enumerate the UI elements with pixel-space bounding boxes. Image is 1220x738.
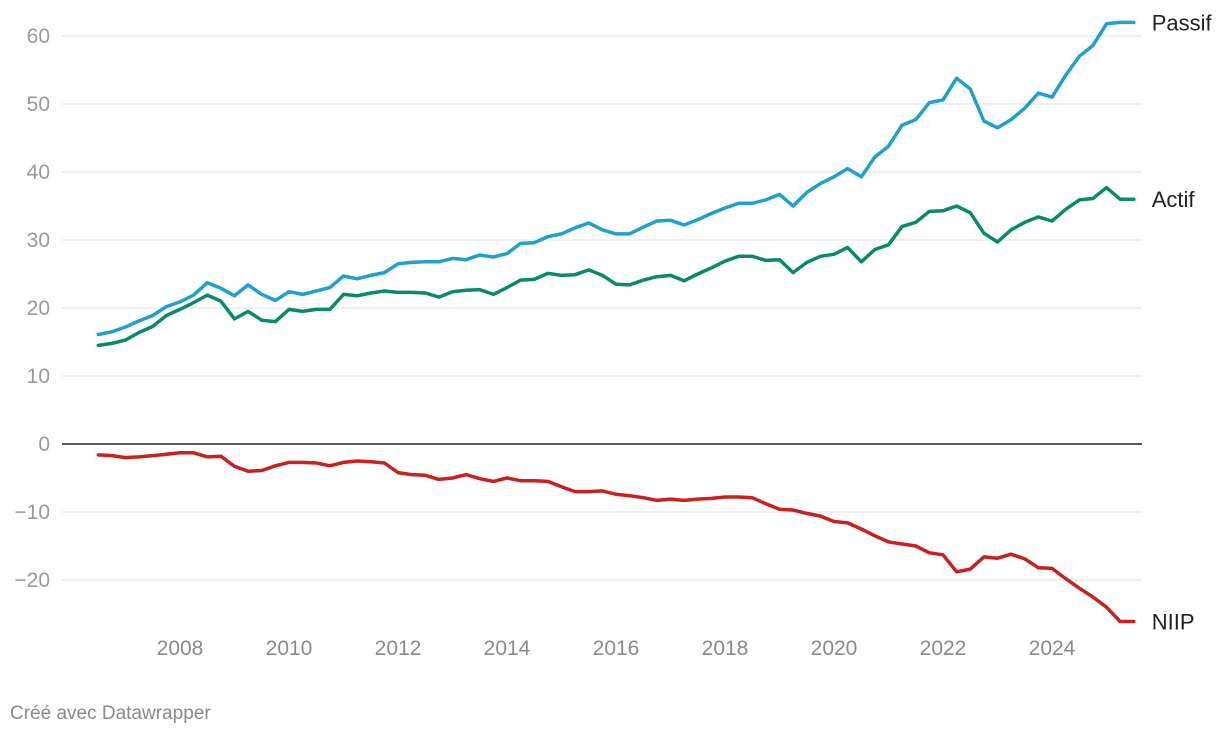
series-label-passif: Passif [1152, 10, 1213, 35]
y-tick-label: 50 [27, 93, 50, 116]
series-line-passif [96, 20, 1136, 337]
series-label-niip: NIIP [1152, 609, 1195, 634]
x-tick-label: 2008 [157, 637, 204, 660]
x-tick-label: 2020 [811, 637, 858, 660]
y-axis-tick-labels: 60 50 40 30 20 10 0 −10 −20 [14, 25, 50, 592]
x-axis-tick-labels: 2008 2010 2012 2014 2016 2018 2020 2022 2024 [157, 637, 1076, 660]
x-tick-label: 2012 [375, 637, 422, 660]
gridlines [62, 35, 1142, 581]
x-tick-label: 2014 [484, 637, 531, 660]
series-line-actif [96, 185, 1136, 348]
credit-text: Créé avec Datawrapper [10, 703, 211, 724]
y-tick-label: 60 [27, 25, 50, 48]
y-tick-label: 30 [27, 229, 50, 252]
y-tick-label: −20 [14, 569, 50, 592]
y-tick-label: 10 [27, 365, 50, 388]
x-tick-label: 2024 [1029, 637, 1076, 660]
x-tick-label: 2010 [266, 637, 313, 660]
y-tick-label: −10 [14, 501, 50, 524]
series-line-niip [96, 451, 1136, 624]
series-lines [96, 20, 1136, 624]
x-tick-label: 2016 [593, 637, 640, 660]
y-tick-label: 0 [38, 433, 50, 456]
x-tick-label: 2022 [920, 637, 967, 660]
y-tick-label: 40 [27, 161, 50, 184]
series-label-actif: Actif [1152, 187, 1196, 212]
series-labels: Passif Actif NIIP [1152, 10, 1213, 634]
y-tick-label: 20 [27, 297, 50, 320]
x-tick-label: 2018 [702, 637, 749, 660]
